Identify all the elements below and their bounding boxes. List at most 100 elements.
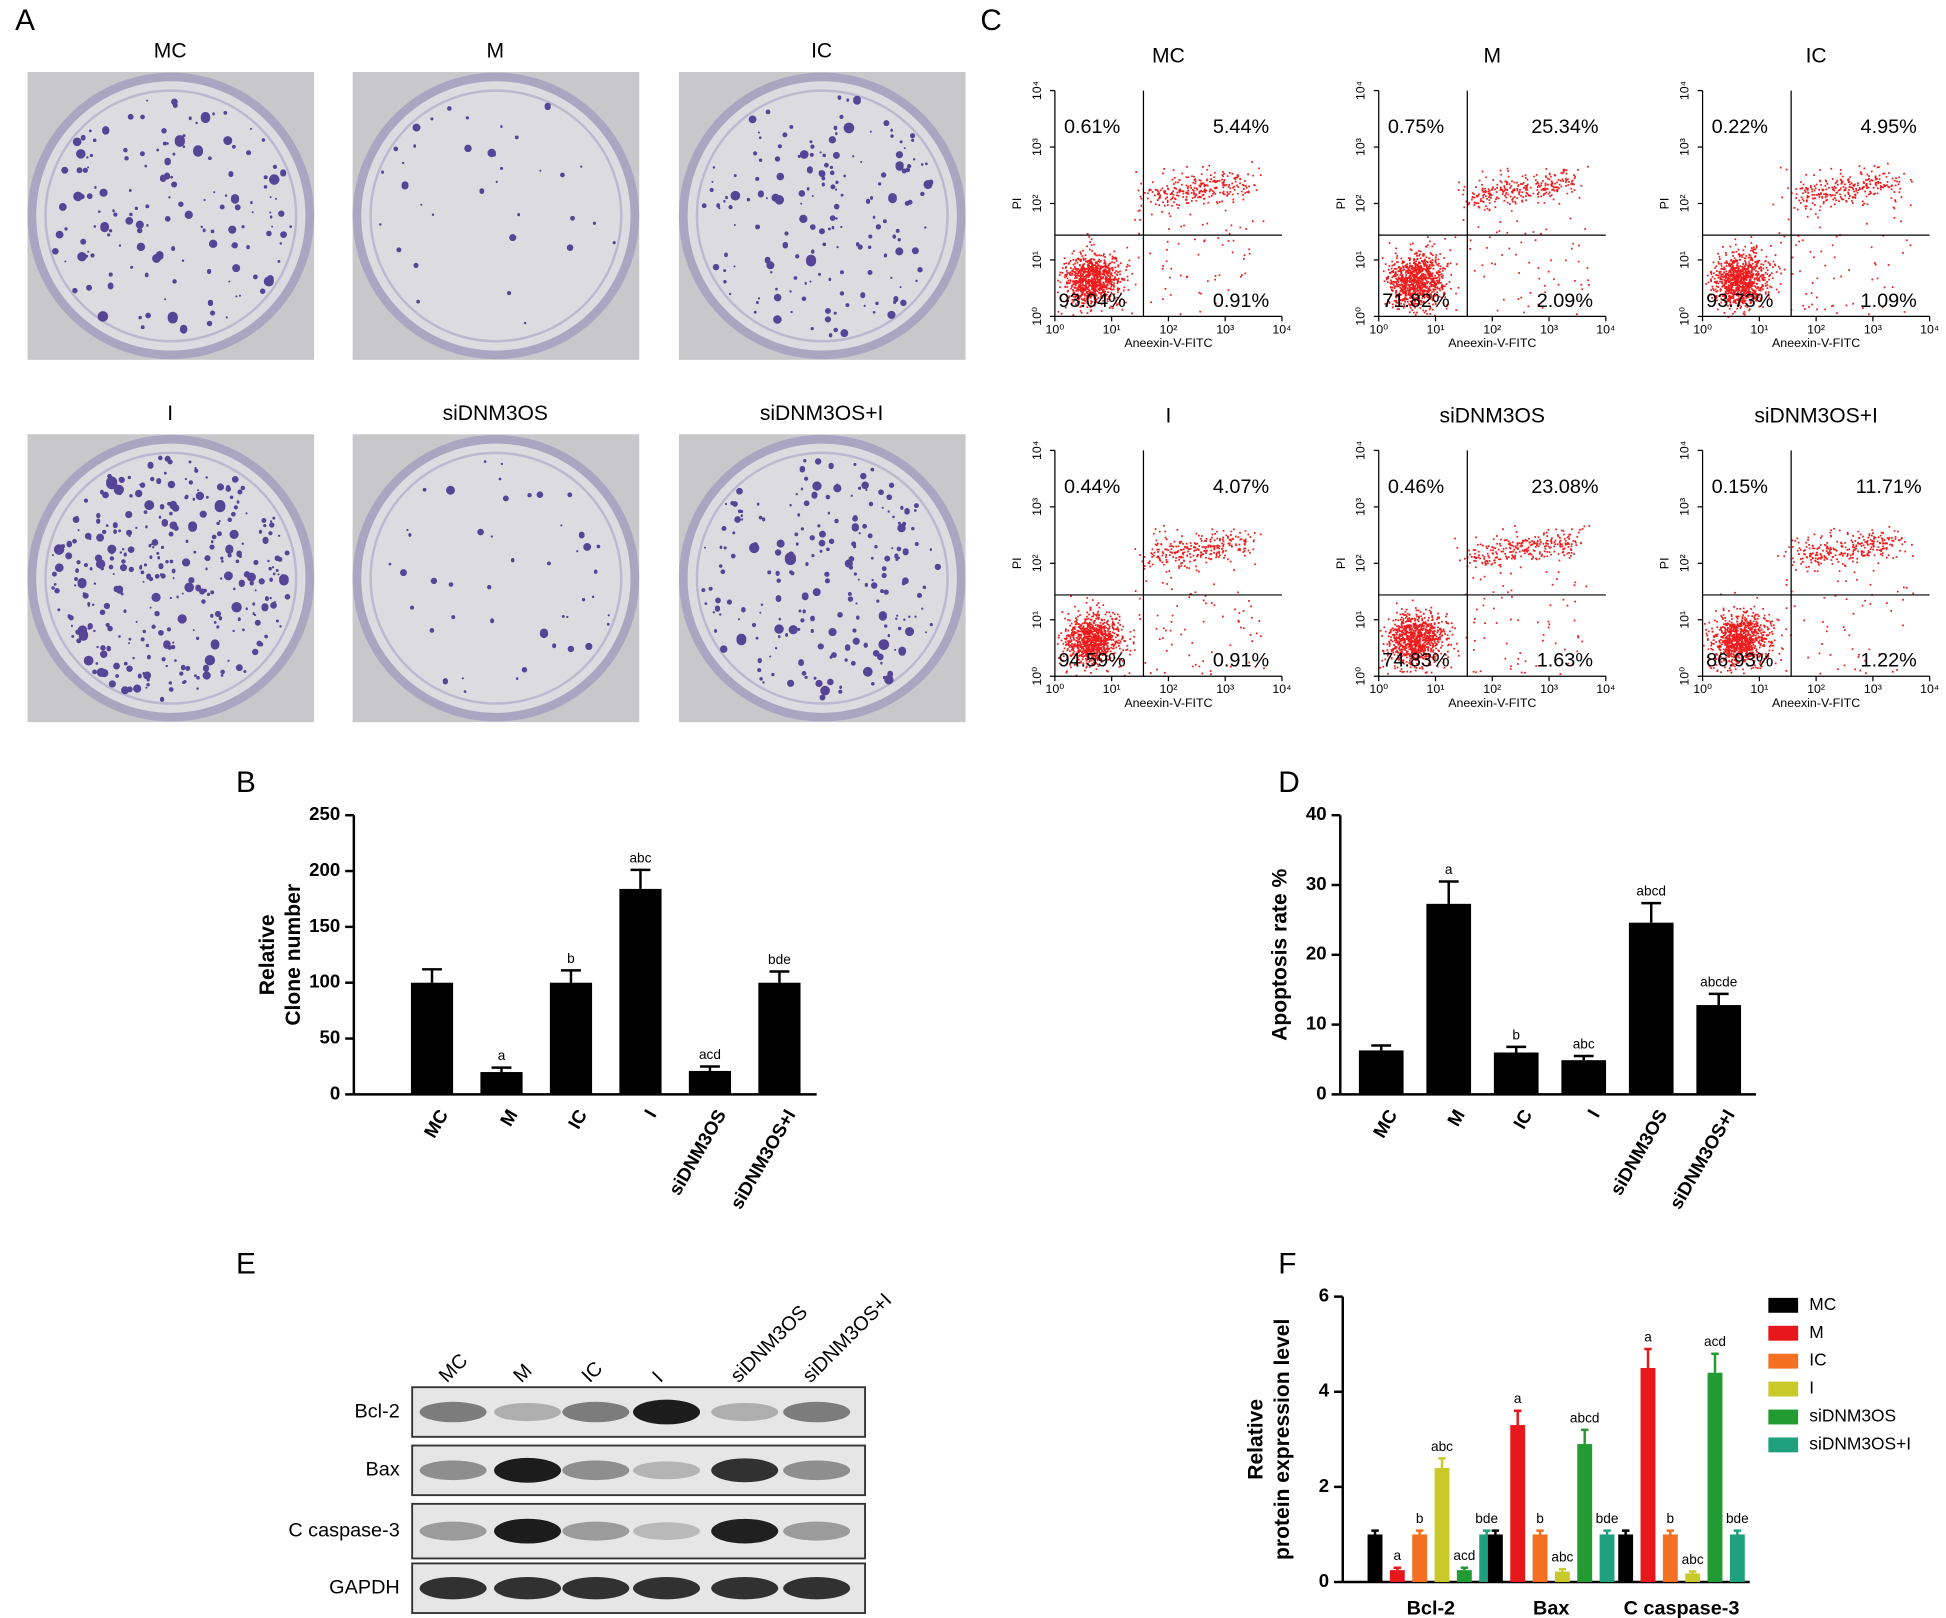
blot-band xyxy=(419,1460,487,1481)
y-tick-label: 10³ xyxy=(1354,498,1368,516)
x-tick-label: Bax xyxy=(1533,1598,1569,1618)
error-bar xyxy=(1708,992,1729,1006)
dish-inner xyxy=(369,89,623,343)
y-tick-label: 10⁰ xyxy=(1677,667,1691,686)
blot-band xyxy=(783,1577,851,1600)
error-bar xyxy=(1415,1529,1424,1535)
x-tick-label: 10¹ xyxy=(1427,322,1445,336)
x-tick-label: IC xyxy=(564,1106,591,1133)
quadrant-percent: 0.22% xyxy=(1712,116,1768,138)
error-bar xyxy=(769,970,790,983)
x-tick-label: 10¹ xyxy=(1750,322,1768,336)
significance-label: b xyxy=(567,951,575,966)
quadrant-percent: 1.22% xyxy=(1861,650,1917,672)
lane-label: siDNM3OS xyxy=(726,1301,812,1387)
significance-label: bde xyxy=(1726,1511,1749,1526)
x-tick-label: 10⁰ xyxy=(1693,322,1712,336)
x-tick-label: Bcl-2 xyxy=(1407,1598,1456,1618)
quadrant-percent: 0.61% xyxy=(1064,116,1120,138)
bar xyxy=(480,1072,523,1095)
error-bar xyxy=(1371,1044,1392,1051)
x-tick-label: 10² xyxy=(1807,322,1825,336)
y-tick-label: 10⁴ xyxy=(1354,81,1368,100)
significance-label: abc xyxy=(1551,1550,1573,1565)
significance-label: abcde xyxy=(1700,974,1737,989)
quadrant-percent: 0.75% xyxy=(1388,116,1444,138)
y-tick-label: 10³ xyxy=(1030,498,1044,516)
quadrant-percent: 23.08% xyxy=(1531,476,1598,498)
dish-photo xyxy=(27,71,315,360)
plot-title: siDNM3OS xyxy=(1440,404,1545,427)
significance-label: bde xyxy=(1596,1511,1619,1526)
blot-band xyxy=(711,1458,779,1483)
quadrant-percent: 93.73% xyxy=(1706,290,1773,312)
dish-photo xyxy=(27,434,315,723)
lane-label: M xyxy=(509,1360,536,1387)
error-bar xyxy=(1733,1529,1742,1535)
x-tick-label: 10⁴ xyxy=(1596,322,1615,336)
plot-title: IC xyxy=(1806,45,1827,68)
lane-label: siDNM3OS+I xyxy=(798,1289,896,1387)
quadrant-percent: 71.82% xyxy=(1382,290,1449,312)
image-label: siDNM3OS xyxy=(443,402,548,425)
image-label: IC xyxy=(811,40,832,63)
event-dots xyxy=(1381,165,1590,317)
blot-band xyxy=(562,1460,630,1481)
bar xyxy=(1577,1444,1593,1583)
colonies xyxy=(701,458,941,701)
blot-band xyxy=(494,1457,562,1483)
error-bar xyxy=(1491,1529,1500,1535)
lane-label: MC xyxy=(435,1350,472,1387)
y-tick-label: 10⁰ xyxy=(1354,667,1368,686)
y-axis-title: Relative xyxy=(1245,1399,1268,1480)
bar xyxy=(1412,1534,1428,1583)
y-tick-label: 10³ xyxy=(1030,138,1044,156)
quadrant-percent: 74.83% xyxy=(1382,650,1449,672)
x-tick-label: 10² xyxy=(1483,682,1501,696)
blot-band xyxy=(783,1401,851,1423)
error-bar xyxy=(1513,1409,1522,1426)
panel-label: E xyxy=(236,1247,256,1280)
y-axis-title: Clone number xyxy=(282,884,305,1026)
quadrant-percent: 0.15% xyxy=(1712,476,1768,498)
legend-swatch xyxy=(1768,1297,1799,1313)
error-bar xyxy=(1603,1529,1611,1535)
bar xyxy=(1618,1534,1634,1583)
y-tick-label: 2 xyxy=(1319,1475,1329,1496)
axis-title: PI xyxy=(1334,557,1348,569)
blot-band xyxy=(494,1518,562,1544)
y-tick-label: 20 xyxy=(1306,943,1327,964)
blot-band xyxy=(562,1521,630,1541)
y-tick-label: 10 xyxy=(1306,1013,1327,1034)
y-tick-label: 10² xyxy=(1354,195,1368,213)
x-tick-label: 10¹ xyxy=(1427,682,1445,696)
x-tick-label: MC xyxy=(419,1106,452,1142)
event-dots xyxy=(1702,525,1915,675)
significance-label: abc xyxy=(1682,1552,1704,1567)
legend-swatch xyxy=(1768,1381,1799,1397)
blot-band xyxy=(562,1577,630,1600)
y-tick-label: 6 xyxy=(1319,1285,1329,1306)
significance-label: acd xyxy=(1453,1548,1475,1563)
bar xyxy=(1493,1052,1539,1095)
error-bar xyxy=(1621,1529,1630,1535)
blot-band xyxy=(711,1402,779,1422)
error-bar xyxy=(1482,1529,1491,1535)
significance-label: a xyxy=(1394,1548,1402,1563)
x-tick-label: M xyxy=(1443,1106,1469,1130)
x-tick-label: 10⁴ xyxy=(1272,682,1291,696)
x-tick-label: 10³ xyxy=(1540,322,1558,336)
bar xyxy=(1729,1534,1745,1583)
y-tick-label: 0 xyxy=(330,1082,340,1103)
blot-band xyxy=(494,1402,562,1422)
y-tick-label: 0 xyxy=(1319,1570,1329,1591)
x-tick-label: 10⁰ xyxy=(1693,682,1712,696)
y-tick-label: 10⁴ xyxy=(1354,441,1368,460)
x-tick-label: 10³ xyxy=(1864,322,1882,336)
quadrant-percent: 86.93% xyxy=(1706,650,1773,672)
bar xyxy=(1640,1367,1656,1583)
y-tick-label: 10⁴ xyxy=(1677,441,1691,460)
error-bar xyxy=(1438,880,1459,904)
panel-label: C xyxy=(980,4,1002,37)
quadrant-percent: 5.44% xyxy=(1213,116,1269,138)
